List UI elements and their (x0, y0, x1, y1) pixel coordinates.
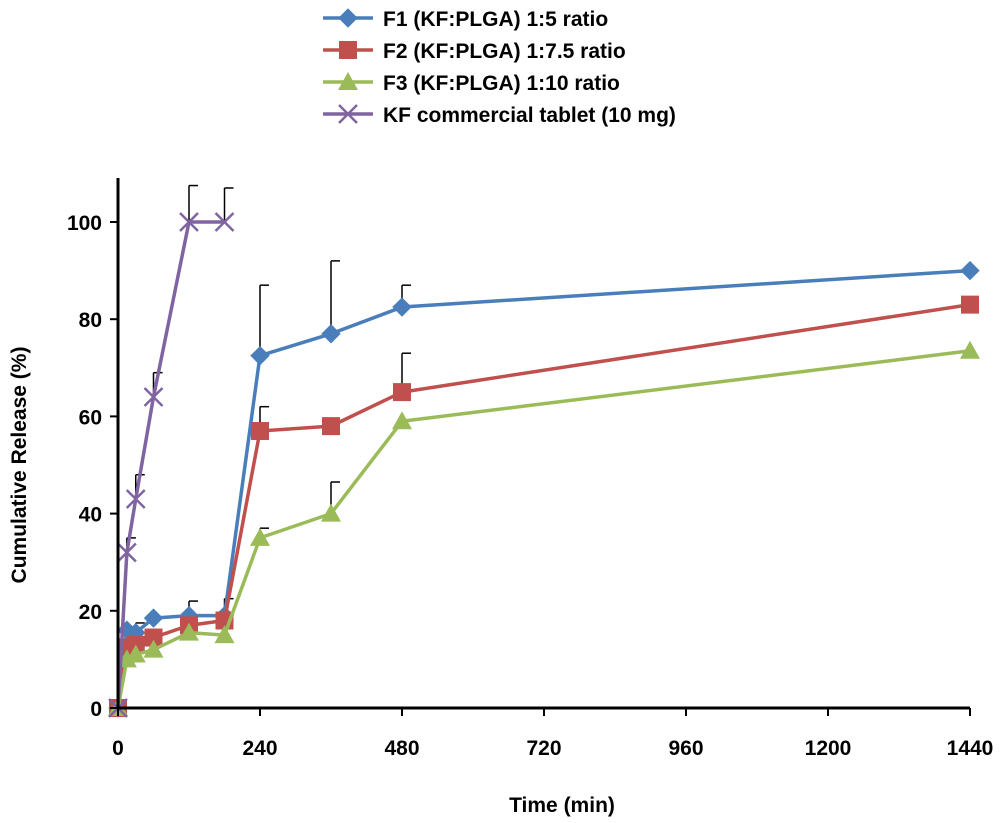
x-tick-label: 1200 (805, 737, 852, 760)
y-tick-label: 0 (90, 698, 102, 721)
data-point (144, 628, 163, 647)
data-point (179, 212, 199, 232)
y-tick-label: 80 (79, 309, 102, 332)
series-3 (108, 340, 980, 716)
legend-label: F1 (KF:PLGA) 1:5 ratio (383, 8, 608, 31)
data-point (250, 527, 270, 546)
data-point (392, 297, 412, 317)
legend-marker (339, 41, 357, 59)
data-point (143, 387, 164, 407)
data-point (393, 383, 411, 402)
data-point (214, 212, 235, 232)
plot-area: 0 20 40 60 80 100 0 240 480 720 960 1200 1440 (67, 178, 993, 760)
ticks-layer: 0 20 40 60 80 100 0 240 480 720 960 1200 1440 (67, 212, 993, 760)
series-line (116, 268, 971, 709)
x-tick-label: 480 (384, 737, 419, 760)
marker-stroke (338, 104, 358, 124)
marker-stroke (214, 212, 235, 232)
data-point (143, 608, 164, 628)
error-bars-series-4 (126, 184, 234, 553)
legend-marker (338, 104, 358, 124)
marker-stroke (116, 542, 137, 563)
y-tick-label: 20 (79, 601, 102, 624)
legend-marker (338, 8, 358, 28)
legend-label: KF commercial tablet (10 mg) (383, 104, 676, 127)
data-point (214, 625, 235, 644)
x-tick-label: 1440 (947, 737, 994, 760)
legend-marker (338, 72, 358, 90)
legend-label: F2 (KF:PLGA) 1:7.5 ratio (383, 40, 626, 63)
legend-item-3: F3 (KF:PLGA) 1:10 ratio (323, 72, 620, 95)
x-tick-label: 240 (242, 737, 277, 760)
x-tick-label: 720 (526, 737, 561, 760)
series-layer (108, 184, 980, 718)
data-point (961, 295, 979, 314)
y-tick-label: 60 (79, 406, 102, 429)
marker-stroke (143, 387, 164, 407)
data-point (322, 417, 340, 436)
x-tick-label: 0 (112, 737, 124, 760)
marker-stroke (179, 212, 199, 232)
x-axis-title: Time (min) (509, 794, 615, 817)
data-point (143, 639, 164, 658)
legend-item-1: F1 (KF:PLGA) 1:5 ratio (323, 8, 608, 31)
data-point (392, 411, 412, 430)
y-tick-label: 40 (79, 504, 102, 527)
legend-item-4: KF commercial tablet (10 mg) (323, 104, 676, 127)
axes-layer (116, 178, 970, 710)
legend: F1 (KF:PLGA) 1:5 ratio F2 (KF:PLGA) 1:7.5… (323, 8, 676, 127)
data-point (250, 345, 270, 366)
marker-stroke (125, 489, 146, 509)
data-point (321, 324, 341, 344)
series-line (116, 220, 225, 709)
x-tick-label: 960 (668, 737, 703, 760)
data-point (179, 622, 199, 641)
data-point (251, 421, 269, 440)
data-point (125, 489, 146, 509)
data-point (125, 644, 146, 663)
data-point (321, 503, 341, 522)
y-tick-label: 100 (67, 212, 102, 235)
data-point (116, 542, 137, 563)
legend-item-2: F2 (KF:PLGA) 1:7.5 ratio (323, 40, 626, 63)
series-1 (108, 260, 980, 718)
data-point (960, 260, 980, 281)
y-axis-title: Cumulative Release (%) (8, 347, 31, 584)
series-line (116, 349, 971, 709)
legend-label: F3 (KF:PLGA) 1:10 ratio (383, 72, 620, 95)
data-point (960, 340, 980, 359)
error-bars-series-1 (135, 260, 411, 633)
